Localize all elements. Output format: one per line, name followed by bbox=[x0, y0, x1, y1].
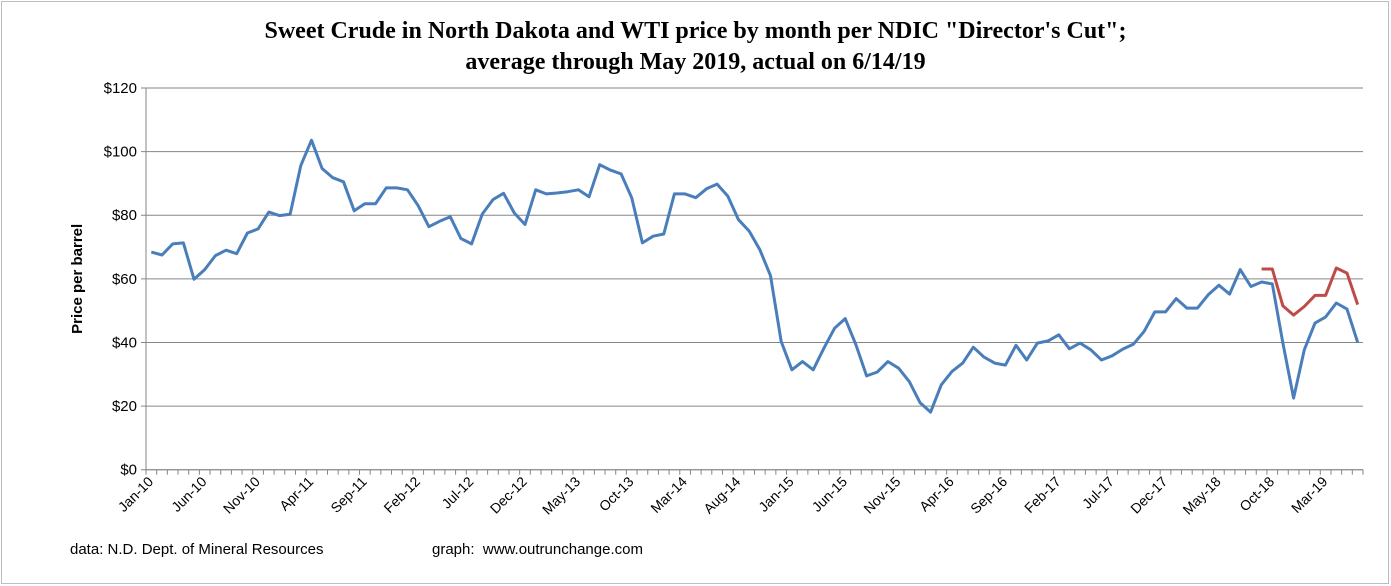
footer-source: data: N.D. Dept. of Mineral Resources bbox=[70, 541, 324, 558]
x-tick-label: Jun-10 bbox=[168, 473, 210, 515]
x-tick-label: May-13 bbox=[539, 473, 583, 517]
y-tick-label: $0 bbox=[120, 462, 137, 479]
y-tick-label: $80 bbox=[112, 207, 137, 224]
x-tick-label: Jun-15 bbox=[809, 473, 851, 515]
x-tick-label: Oct-13 bbox=[596, 473, 637, 514]
x-tick-label: Sep-16 bbox=[967, 473, 1010, 516]
x-tick-label: May-18 bbox=[1180, 473, 1224, 517]
x-tick-label: Nov-10 bbox=[220, 473, 263, 516]
x-tick-label: Apr-11 bbox=[276, 473, 316, 513]
y-tick-label: $120 bbox=[104, 80, 137, 97]
x-tick-label: Feb-17 bbox=[1021, 473, 1064, 516]
footer-credit: graph: www.outrunchange.com bbox=[432, 541, 643, 558]
x-tick-label: Mar-19 bbox=[1288, 473, 1331, 516]
x-tick-label: Jul-17 bbox=[1079, 473, 1117, 511]
y-tick-label: $100 bbox=[104, 144, 137, 161]
y-axis-title: Price per barrel bbox=[69, 224, 86, 334]
chart-subtitle: average through May 2019, actual on 6/14… bbox=[465, 49, 926, 75]
x-tick-label: Jul-12 bbox=[438, 473, 476, 511]
x-tick-label: Oct-18 bbox=[1236, 473, 1277, 514]
x-tick-label: Jan-10 bbox=[115, 473, 157, 515]
x-tick-label: Sep-11 bbox=[327, 473, 370, 516]
x-tick-label: Jan-15 bbox=[755, 473, 797, 515]
x-tick-label: Dec-17 bbox=[1127, 473, 1170, 516]
chart-title: Sweet Crude in North Dakota and WTI pric… bbox=[264, 18, 1127, 44]
x-tick-label: Nov-15 bbox=[860, 473, 903, 516]
y-tick-label: $60 bbox=[112, 271, 137, 288]
x-tick-label: Feb-12 bbox=[380, 473, 423, 516]
x-tick-label: Aug-14 bbox=[700, 473, 743, 516]
x-tick-label: Apr-16 bbox=[916, 473, 957, 514]
x-tick-label: Mar-14 bbox=[647, 473, 690, 516]
series-line-sweet-crude bbox=[150, 138, 1360, 414]
series-line-wti bbox=[1261, 266, 1360, 317]
x-tick-label: Dec-12 bbox=[487, 473, 530, 516]
y-tick-label: $40 bbox=[112, 334, 137, 351]
y-tick-label: $20 bbox=[112, 398, 137, 415]
